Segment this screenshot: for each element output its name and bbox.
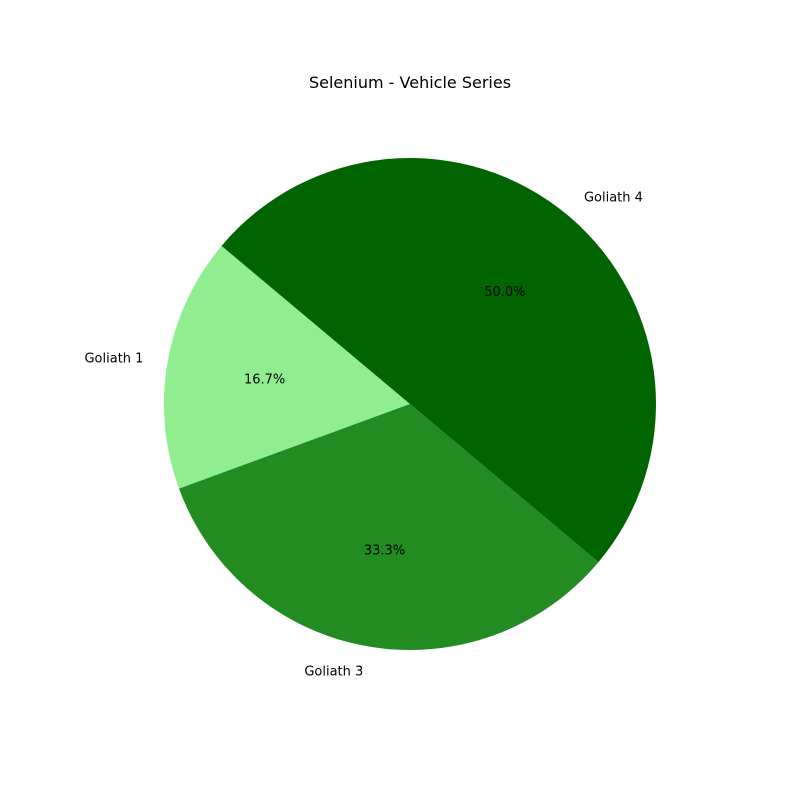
chart-title: Selenium - Vehicle Series xyxy=(309,73,511,92)
pie-slice-goliath-3 xyxy=(179,404,599,651)
percent-label-goliath-4: 50.0% xyxy=(484,285,525,300)
pie-labels: Goliath 1 16.7% Goliath 3 33.3% Goliath 4 50.… xyxy=(84,191,642,680)
slice-label-goliath-4: Goliath 4 xyxy=(584,191,643,206)
percent-label-goliath-3: 33.3% xyxy=(364,543,405,558)
slice-label-goliath-1: Goliath 1 xyxy=(84,351,143,366)
pie-slices xyxy=(164,158,656,651)
pie-slice-goliath-4 xyxy=(221,158,656,563)
percent-label-goliath-1: 16.7% xyxy=(244,373,285,388)
pie-slice-goliath-1 xyxy=(164,245,410,489)
slice-label-goliath-3: Goliath 3 xyxy=(304,665,363,680)
